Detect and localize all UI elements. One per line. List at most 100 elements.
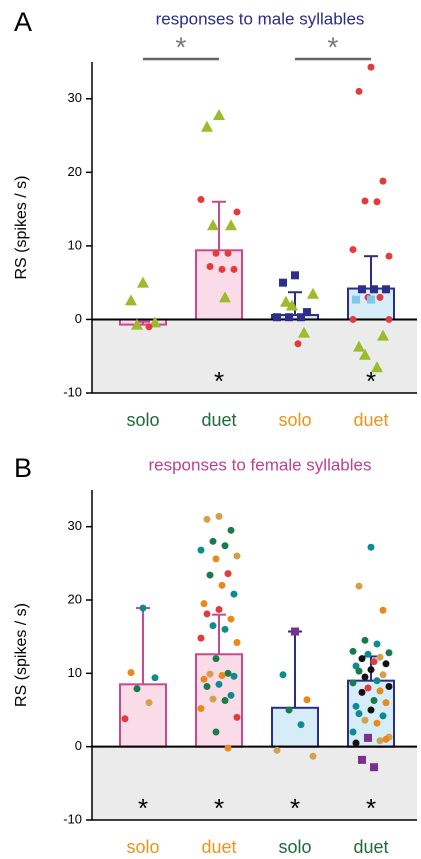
data-point — [367, 295, 375, 304]
data-point — [224, 744, 232, 752]
panel-label: B — [14, 453, 32, 483]
data-point — [377, 329, 389, 341]
data-point — [197, 196, 205, 204]
data-point — [349, 728, 357, 736]
data-point — [361, 197, 369, 205]
data-point — [230, 672, 238, 680]
data-point — [385, 683, 393, 691]
data-point — [309, 752, 317, 760]
data-point — [382, 660, 390, 668]
data-point — [359, 348, 371, 360]
data-point — [206, 670, 214, 678]
data-point — [200, 600, 208, 608]
data-point — [355, 710, 363, 718]
data-point — [291, 627, 299, 636]
x-tick-label: duet — [201, 410, 236, 430]
data-point — [373, 677, 381, 685]
data-point — [364, 733, 372, 742]
data-point — [212, 555, 220, 563]
data-point — [280, 295, 292, 307]
data-point — [207, 219, 219, 231]
data-point — [215, 512, 223, 520]
data-point — [273, 313, 281, 322]
data-point — [227, 691, 235, 699]
data-point — [273, 746, 281, 754]
x-tick-label: solo — [126, 410, 159, 430]
data-point — [131, 318, 143, 330]
data-point — [385, 252, 393, 260]
data-point — [379, 671, 387, 679]
data-point — [376, 653, 384, 661]
data-point — [376, 737, 384, 745]
data-point — [370, 696, 378, 704]
significance-mark: * — [290, 793, 300, 823]
data-point — [358, 755, 366, 764]
significance-mark: * — [214, 366, 224, 396]
data-point — [361, 636, 369, 644]
y-tick-label: -10 — [63, 384, 82, 399]
x-tick-label: solo — [126, 837, 159, 857]
data-point — [373, 719, 381, 727]
data-point — [233, 639, 241, 647]
y-tick-label: 0 — [75, 738, 82, 753]
data-point — [121, 715, 129, 723]
data-point — [233, 208, 241, 216]
data-point — [203, 683, 211, 691]
data-point — [285, 313, 293, 322]
data-point — [201, 120, 213, 132]
data-point — [352, 662, 360, 670]
data-point — [352, 739, 360, 747]
y-tick-label: 30 — [68, 90, 82, 105]
data-point — [203, 610, 211, 618]
data-point — [373, 198, 381, 206]
data-point — [382, 699, 390, 707]
data-point — [303, 696, 311, 704]
y-axis-label: RS (spikes / s) — [13, 603, 30, 707]
data-point — [206, 262, 214, 270]
data-point — [352, 295, 360, 304]
significance-mark: * — [176, 31, 187, 62]
data-point — [349, 315, 357, 323]
data-point — [367, 706, 375, 714]
chart-title: responses to female syllables — [148, 455, 371, 474]
data-point — [307, 287, 319, 299]
data-point — [137, 276, 149, 288]
data-point — [385, 315, 393, 323]
data-point — [200, 675, 208, 683]
data-point — [197, 546, 205, 554]
y-tick-label: 10 — [68, 237, 82, 252]
data-point — [279, 671, 287, 679]
data-point — [364, 650, 372, 658]
data-point — [358, 655, 366, 663]
data-point — [371, 361, 383, 373]
data-point — [355, 87, 363, 95]
y-tick-label: 30 — [68, 518, 82, 533]
data-point — [206, 571, 214, 579]
data-point — [209, 695, 217, 703]
data-point — [218, 265, 226, 273]
y-tick-label: 20 — [68, 591, 82, 606]
significance-mark: * — [328, 31, 339, 62]
data-point — [219, 291, 231, 303]
data-point — [215, 606, 223, 614]
data-point — [370, 658, 378, 666]
data-point — [385, 649, 393, 657]
x-tick-label: solo — [278, 837, 311, 857]
data-point — [367, 543, 375, 551]
data-point — [370, 763, 378, 772]
data-point — [364, 684, 372, 692]
data-point — [353, 340, 365, 352]
data-point — [233, 713, 241, 721]
data-point — [382, 285, 390, 294]
data-point — [133, 685, 141, 693]
data-point — [303, 308, 311, 317]
data-point — [224, 669, 232, 677]
data-point — [227, 526, 235, 534]
data-point — [382, 735, 390, 743]
data-point — [209, 537, 217, 545]
data-point — [224, 570, 232, 578]
significance-mark: * — [214, 793, 224, 823]
data-point — [218, 672, 226, 680]
data-point — [294, 340, 302, 348]
